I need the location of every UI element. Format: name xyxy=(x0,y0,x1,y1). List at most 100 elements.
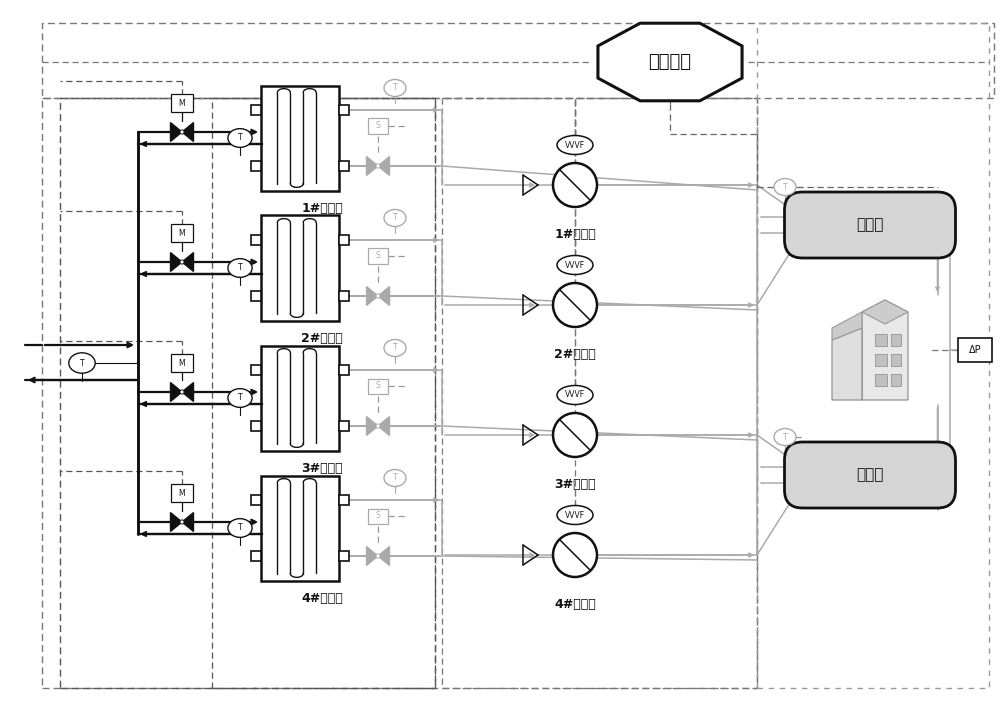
Bar xyxy=(251,234,261,245)
Ellipse shape xyxy=(228,518,252,537)
Bar xyxy=(368,378,388,393)
Circle shape xyxy=(180,130,184,134)
Polygon shape xyxy=(182,123,194,141)
Text: T: T xyxy=(238,133,242,143)
Bar xyxy=(261,85,339,190)
Text: T: T xyxy=(393,344,397,352)
FancyBboxPatch shape xyxy=(784,192,956,258)
Text: 集水器: 集水器 xyxy=(856,467,884,483)
FancyBboxPatch shape xyxy=(784,442,956,508)
Bar xyxy=(171,354,193,372)
Text: 1#换热器: 1#换热器 xyxy=(301,202,343,214)
Bar xyxy=(251,291,261,301)
Bar xyxy=(339,104,349,114)
Text: VVVF: VVVF xyxy=(565,141,585,150)
Text: T: T xyxy=(783,182,787,192)
Text: 4#换热器: 4#换热器 xyxy=(301,591,343,604)
Circle shape xyxy=(180,260,184,264)
Bar xyxy=(339,552,349,562)
Text: 控制模块: 控制模块 xyxy=(648,53,692,71)
Bar xyxy=(212,98,435,688)
Circle shape xyxy=(180,390,184,394)
Bar xyxy=(251,421,261,432)
Polygon shape xyxy=(182,253,194,271)
Bar xyxy=(875,354,887,366)
Bar xyxy=(42,23,994,98)
Text: T: T xyxy=(80,359,84,368)
Bar xyxy=(251,161,261,171)
Ellipse shape xyxy=(557,136,593,155)
Polygon shape xyxy=(832,312,862,340)
Bar xyxy=(875,334,887,346)
Text: VVVF: VVVF xyxy=(565,261,585,270)
Bar xyxy=(875,374,887,386)
Ellipse shape xyxy=(557,386,593,405)
Text: T: T xyxy=(783,432,787,442)
Bar xyxy=(261,216,339,320)
Text: M: M xyxy=(179,229,185,238)
Bar xyxy=(757,23,989,688)
Ellipse shape xyxy=(557,256,593,275)
Polygon shape xyxy=(170,123,182,141)
Bar xyxy=(339,234,349,245)
Circle shape xyxy=(376,294,380,298)
Circle shape xyxy=(376,554,380,558)
Polygon shape xyxy=(182,513,194,531)
Circle shape xyxy=(376,424,380,428)
Polygon shape xyxy=(366,547,378,565)
Circle shape xyxy=(553,533,597,577)
Bar xyxy=(891,374,901,386)
Text: S: S xyxy=(376,511,380,520)
Ellipse shape xyxy=(228,258,252,278)
Ellipse shape xyxy=(69,353,95,373)
Bar xyxy=(891,354,901,366)
Text: M: M xyxy=(179,359,185,368)
Polygon shape xyxy=(378,287,390,305)
Polygon shape xyxy=(832,328,862,400)
Text: M: M xyxy=(179,488,185,498)
Bar xyxy=(442,98,757,688)
Text: 3#换热器: 3#换热器 xyxy=(301,462,343,474)
Bar xyxy=(60,98,435,688)
Bar xyxy=(958,338,992,362)
Polygon shape xyxy=(378,547,390,565)
Text: T: T xyxy=(393,214,397,222)
Text: 分水器: 分水器 xyxy=(856,217,884,232)
Text: 2#换热器: 2#换热器 xyxy=(301,332,343,344)
Bar xyxy=(339,495,349,505)
Circle shape xyxy=(553,413,597,457)
Polygon shape xyxy=(170,253,182,271)
Polygon shape xyxy=(378,157,390,175)
Ellipse shape xyxy=(384,80,406,97)
Polygon shape xyxy=(170,383,182,401)
Text: S: S xyxy=(376,251,380,261)
Bar xyxy=(339,291,349,301)
Text: T: T xyxy=(238,393,242,403)
Bar xyxy=(251,104,261,114)
Bar xyxy=(339,365,349,375)
Text: 3#循环泵: 3#循环泵 xyxy=(554,479,596,491)
Polygon shape xyxy=(862,300,908,324)
Circle shape xyxy=(376,164,380,168)
Text: VVVF: VVVF xyxy=(565,391,585,400)
Ellipse shape xyxy=(557,506,593,525)
Polygon shape xyxy=(366,287,378,305)
Text: T: T xyxy=(238,523,242,532)
Ellipse shape xyxy=(774,429,796,445)
Bar xyxy=(261,346,339,451)
Bar xyxy=(251,552,261,562)
Text: VVVF: VVVF xyxy=(565,510,585,520)
Bar xyxy=(251,495,261,505)
Bar xyxy=(42,98,757,688)
Ellipse shape xyxy=(384,339,406,356)
Text: T: T xyxy=(393,84,397,92)
Text: 4#循环泵: 4#循环泵 xyxy=(554,599,596,611)
Circle shape xyxy=(180,520,184,524)
Bar xyxy=(171,224,193,242)
Text: T: T xyxy=(238,263,242,273)
Polygon shape xyxy=(170,513,182,531)
Text: 2#循环泵: 2#循环泵 xyxy=(554,349,596,361)
Polygon shape xyxy=(366,157,378,175)
Polygon shape xyxy=(182,383,194,401)
Polygon shape xyxy=(598,23,742,101)
